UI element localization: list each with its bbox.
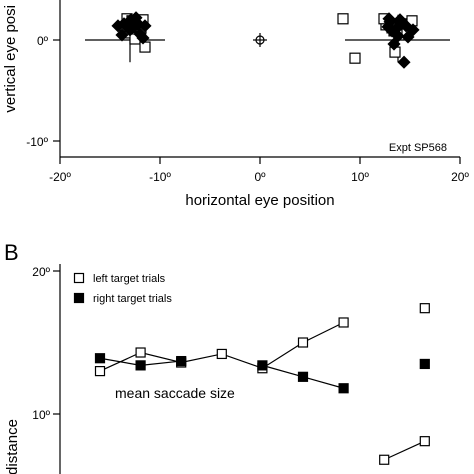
series-line bbox=[383, 440, 426, 461]
filled-diamond-point bbox=[406, 23, 420, 37]
y-tick-label: 20º bbox=[32, 265, 50, 279]
filled-square-point bbox=[176, 355, 187, 367]
filled-diamond-point bbox=[389, 22, 403, 36]
panel-b-label: B bbox=[4, 240, 19, 265]
x-tick-label: 20º bbox=[451, 170, 469, 184]
panel-a: 0º -10º -20º -10º 0º 10º 20º Expt SP568 horiz… bbox=[2, 0, 469, 209]
open-square-point bbox=[337, 13, 349, 25]
panel-a-points bbox=[111, 11, 420, 69]
panel-b-annotation: mean saccade size bbox=[115, 385, 235, 401]
open-square-point bbox=[419, 303, 430, 314]
filled-diamond-point bbox=[397, 55, 411, 69]
panel-a-x-label: horizontal eye position bbox=[185, 192, 334, 209]
open-square-point bbox=[94, 366, 106, 377]
panel-a-annotation: Expt SP568 bbox=[389, 142, 447, 154]
y-tick-label: -10º bbox=[26, 135, 48, 149]
x-tick-label: -20º bbox=[49, 170, 71, 184]
y-tick-label: 0º bbox=[37, 34, 49, 48]
x-tick-label: 10º bbox=[351, 170, 369, 184]
filled-diamond-point bbox=[387, 37, 401, 51]
legend-marker bbox=[73, 292, 85, 304]
filled-square-point bbox=[257, 360, 268, 371]
fixation-marker bbox=[253, 33, 267, 47]
filled-diamond-point bbox=[115, 28, 129, 42]
open-square-point bbox=[297, 337, 309, 348]
panel-a-x-ticks: -20º -10º 0º 10º 20º bbox=[49, 157, 469, 184]
filled-square-point bbox=[135, 360, 146, 371]
filled-square-point bbox=[94, 353, 106, 364]
open-square-point bbox=[216, 348, 227, 360]
legend: left target trials right target trials bbox=[73, 272, 172, 305]
filled-square-point bbox=[297, 371, 309, 382]
open-square-point bbox=[379, 454, 390, 465]
legend-label: left target trials bbox=[93, 273, 166, 285]
panel-b-y-ticks: 20º 10º bbox=[32, 265, 60, 422]
filled-diamond-point bbox=[136, 31, 150, 45]
panel-a-y-label: vertical eye posi bbox=[2, 5, 19, 113]
filled-square-point bbox=[419, 358, 430, 370]
filled-diamond-point bbox=[382, 12, 396, 26]
open-square-point bbox=[139, 41, 151, 53]
filled-square-point bbox=[338, 383, 349, 394]
panel-b-y-label: distance bbox=[4, 419, 21, 474]
filled-diamond-point bbox=[129, 11, 143, 25]
panel-b: B 20º 10º left target trials right target … bbox=[4, 240, 430, 474]
open-square-point bbox=[135, 347, 146, 358]
filled-diamond-point bbox=[117, 17, 131, 31]
open-square-point bbox=[419, 436, 430, 447]
legend-marker bbox=[73, 272, 85, 284]
open-square-point bbox=[349, 52, 361, 64]
filled-diamond-point bbox=[393, 13, 407, 27]
x-tick-label: 0º bbox=[254, 170, 266, 184]
y-tick-label: 10º bbox=[32, 408, 50, 422]
filled-diamond-point bbox=[138, 19, 152, 33]
x-tick-label: -10º bbox=[149, 170, 171, 184]
panel-a-y-ticks: 0º -10º bbox=[26, 34, 60, 149]
panel-b-series bbox=[94, 303, 430, 465]
open-square-point bbox=[338, 317, 349, 328]
legend-label: right target trials bbox=[93, 293, 172, 305]
